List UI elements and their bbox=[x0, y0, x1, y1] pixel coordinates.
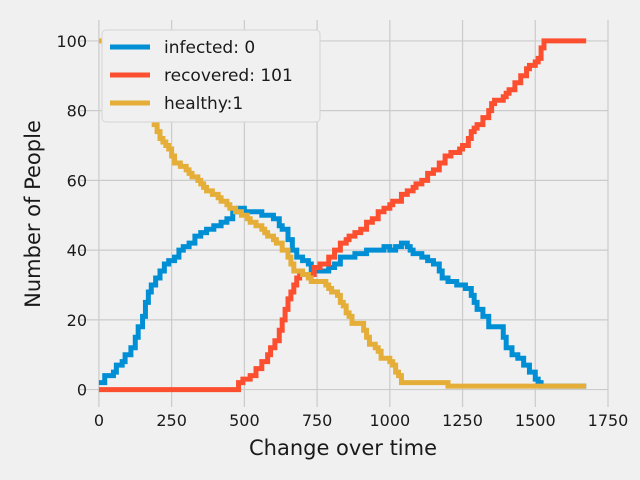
x-tick-label: 1250 bbox=[442, 411, 483, 430]
series-line-0 bbox=[98, 205, 587, 389]
legend-box bbox=[101, 29, 321, 123]
y-tick-label: 80 bbox=[67, 102, 87, 121]
legend-label: healthy:1 bbox=[164, 94, 243, 114]
x-tick-label: 750 bbox=[302, 411, 333, 430]
y-axis-label: Number of People bbox=[21, 120, 45, 308]
x-tick-label: 0 bbox=[94, 411, 104, 430]
y-tick-label: 100 bbox=[56, 32, 87, 51]
y-tick-label: 0 bbox=[77, 381, 87, 400]
legend-label: recovered: 101 bbox=[164, 66, 293, 86]
x-tick-label: 1750 bbox=[588, 411, 629, 430]
x-tick-label: 1000 bbox=[369, 411, 410, 430]
x-tick-label: 250 bbox=[156, 411, 187, 430]
series-line-1 bbox=[98, 38, 587, 393]
x-tick-label: 1500 bbox=[515, 411, 556, 430]
x-axis-label: Change over time bbox=[249, 436, 437, 460]
y-tick-label: 40 bbox=[67, 241, 87, 260]
x-tick-labels: 0 250 500 750 1000 1250 1500 1750 bbox=[94, 411, 629, 430]
y-tick-labels: 0 20 40 60 80 100 bbox=[56, 32, 87, 400]
x-tick-label: 500 bbox=[229, 411, 260, 430]
legend-label: infected: 0 bbox=[164, 38, 255, 58]
grid bbox=[80, 20, 609, 407]
legend: infected: 0 recovered: 101 healthy:1 bbox=[101, 29, 321, 123]
y-tick-label: 20 bbox=[67, 311, 87, 330]
y-tick-label: 60 bbox=[67, 171, 87, 190]
